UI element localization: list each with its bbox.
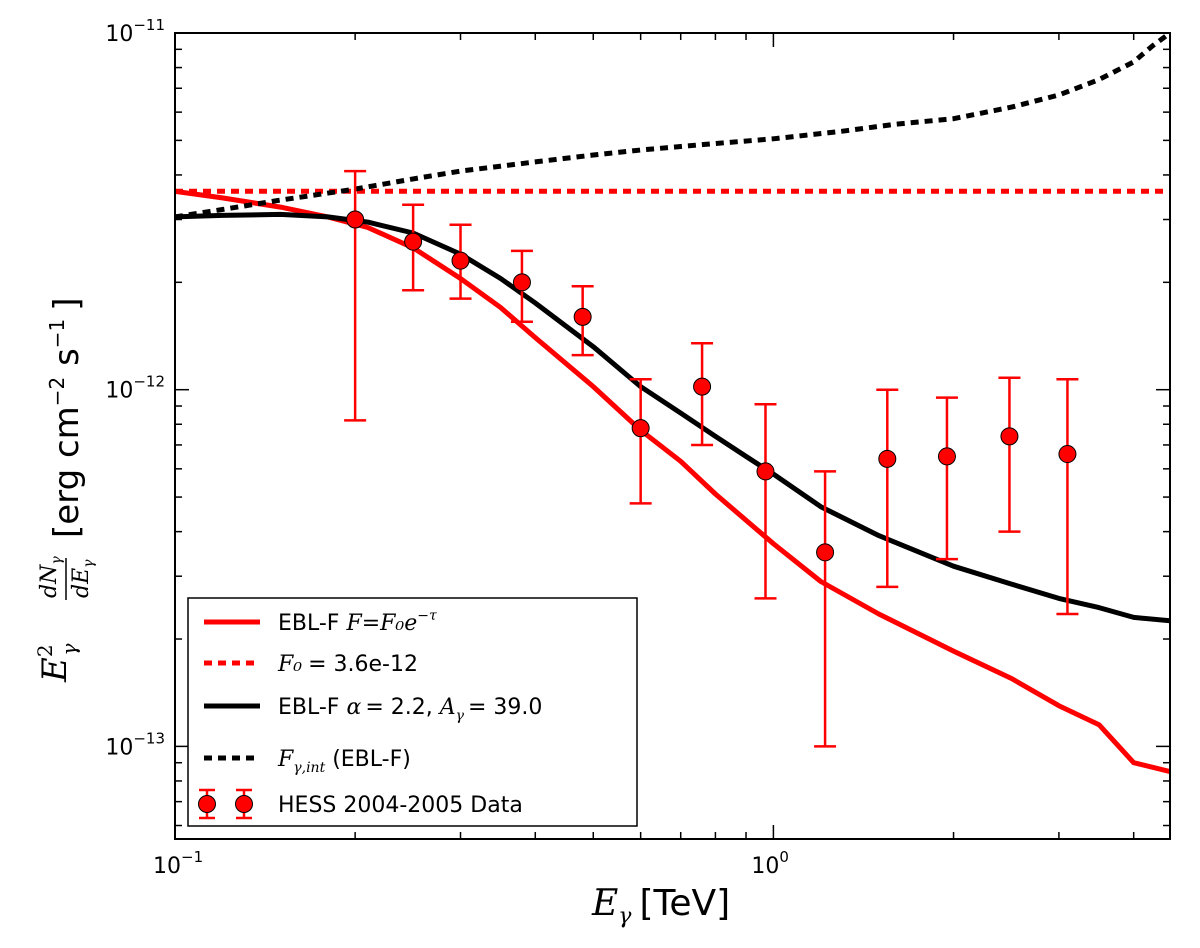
legend-swatch-marker-right [235,795,253,813]
data-point-8 [814,470,837,748]
data-marker [631,419,650,438]
legend-label-2-suffix: = 2.2, [365,695,439,720]
y-tick-label: 10−13 [105,729,165,760]
y-axis-prefix: E [35,657,75,683]
legend-label-2-suffix2: = 39.0 [468,695,542,720]
svg-text:dNγ: dNγ [37,556,65,598]
data-marker [816,543,835,562]
svg-text:EBL-F F=F₀e−τ: EBL-F F=F₀e−τ [278,608,437,636]
svg-text:[erg cm−2 s−1]: [erg cm−2 s−1] [45,297,87,538]
y-axis-unit-exp2: −1 [45,319,69,348]
y-axis-title: E2γ dNγ dEγ [erg cm−2 s−1] [33,297,97,683]
data-point-2 [449,223,472,300]
data-points-layer [344,169,1079,748]
legend-label-0-sup: −τ [417,608,437,624]
legend-label-2-sub2: γ [456,708,465,724]
y-axis-frac-num: dN [37,564,62,598]
legend-entry-f0: F₀ = 3.6e-12 [204,652,418,677]
plot-frame [174,32,1171,840]
data-point-1 [402,203,425,292]
legend-entry-hess-data: HESS 2004-2005 Data [198,788,523,820]
data-marker [937,447,956,466]
y-axis-unit-mid: s [47,348,87,377]
y-axis-frac-num-sub: γ [49,556,65,565]
y-axis-unit-exp1: −2 [45,377,69,406]
svg-text:E2γ: E2γ [33,643,81,683]
x-axis-symbol-sub: γ [618,904,632,929]
series-line-2 [175,211,1170,624]
data-point-3 [510,249,533,324]
x-axis-unit: [TeV] [639,883,730,924]
data-point-10 [935,396,958,561]
data-point-11 [998,376,1021,533]
data-point-6 [691,341,714,447]
y-axis-prefix-sub: γ [57,643,81,655]
data-point-12 [1056,377,1079,616]
svg-text:F₀= 3.6e-12: F₀ = 3.6e-12 [277,652,418,677]
legend: EBL-F F=F₀e−τ F₀ = 3.6e-12 EBL-F α = 2.2, … [187,597,638,827]
y-tick-labels: 10−11 10−12 10−13 [105,16,165,760]
y-tick-label: 10−11 [105,16,165,47]
data-marker [573,307,592,326]
data-marker [756,462,775,481]
data-point-0 [344,169,367,422]
x-tick-labels: 10−1 100 [153,848,789,879]
legend-label-3-sub: γ,int [293,760,325,776]
legend-label-3-math: F [277,747,294,772]
data-marker [1000,427,1019,446]
x-axis-symbol: E [591,883,618,924]
y-axis-prefix-sup: 2 [33,644,57,657]
y-axis-unit-open: [erg cm [47,406,87,538]
legend-label-0-math: F=F₀e [345,611,417,636]
y-axis-frac-den: dE [69,568,94,598]
y-axis-frac-den-sub: γ [81,559,97,568]
legend-label-0-prefix: EBL-F [278,611,346,636]
data-marker [346,210,365,229]
svg-text:EBL-F α= 2.2, Aγ= 39.0: EBL-F α = 2.2, Aγ = 39.0 [278,695,542,724]
x-tick-label: 10−1 [153,848,203,879]
data-marker [451,251,470,270]
series-line-3 [175,33,1170,220]
legend-entry-ebl-f: EBL-F F=F₀e−τ [204,608,437,636]
data-marker [512,273,531,292]
legend-label-4: HESS 2004-2005 Data [278,793,523,818]
legend-entry-ebl-f-alpha: EBL-F α = 2.2, Aγ = 39.0 [204,695,542,724]
y-tick-label: 10−12 [105,373,165,404]
svg-text:dEγ: dEγ [69,559,97,598]
data-point-5 [629,377,652,505]
legend-label-1-suffix: = 3.6e-12 [308,652,418,677]
data-marker [1058,445,1077,464]
data-point-7 [754,403,777,600]
x-axis-title: Eγ [TeV] [591,883,730,929]
legend-box [187,597,638,827]
legend-label-1-math: F₀ [277,652,302,677]
y-axis-unit-close: ] [47,297,87,310]
legend-label-3-suffix: (EBL-F) [325,747,411,772]
data-point-4 [571,284,594,357]
svg-text:Fγ,int (EBL-F): Fγ,int (EBL-F) [277,747,411,776]
x-tick-label: 100 [751,848,789,879]
data-marker [878,449,897,468]
data-marker [693,377,712,396]
legend-swatch-marker-left [198,795,216,813]
data-marker [404,232,423,251]
legend-label-2-math: α [346,695,361,720]
data-point-9 [876,388,899,589]
legend-entry-f-gamma-int: Fγ,int (EBL-F) [204,747,411,776]
legend-label-2-math2: A [438,695,456,720]
legend-label-2-prefix: EBL-F [278,695,346,720]
